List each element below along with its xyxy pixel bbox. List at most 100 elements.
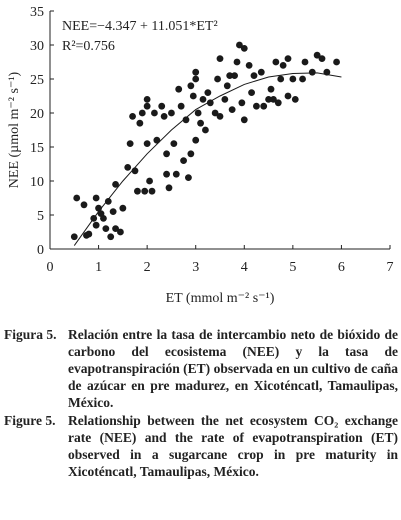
scatter-point — [301, 58, 309, 66]
scatter-point — [274, 99, 282, 107]
scatter-point — [153, 136, 161, 144]
annotation: R²=0.756 — [62, 39, 115, 54]
scatter-point — [192, 136, 200, 144]
scatter-point — [231, 72, 238, 79]
scatter-point — [119, 204, 127, 212]
scatter-point — [112, 181, 119, 188]
scatter-point — [151, 109, 158, 117]
scatter-point — [104, 198, 112, 205]
annotation: NEE=−4.347 + 11.051*ET² — [62, 19, 218, 34]
scatter-point — [289, 75, 297, 83]
y-tick-label: 10 — [30, 175, 44, 190]
scatter-point — [143, 140, 151, 148]
scatter-point — [291, 96, 299, 103]
scatter-point — [124, 164, 132, 171]
y-tick-label: 5 — [37, 209, 44, 224]
x-tick-label: 1 — [95, 260, 102, 275]
scatter-point — [138, 109, 146, 117]
scatter-point — [228, 106, 236, 113]
scatter-point — [146, 177, 153, 185]
scatter-point — [197, 119, 204, 127]
scatter-point — [73, 194, 81, 202]
scatter-point — [92, 221, 100, 229]
scatter-point — [192, 75, 200, 83]
y-tick-label: 25 — [30, 73, 44, 88]
caption-label: Figure 5. — [4, 413, 56, 428]
x-tick-label: 0 — [47, 260, 54, 275]
caption-label: Figura 5. — [4, 327, 57, 342]
x-tick-label: 4 — [241, 260, 248, 275]
x-axis-label: ET (mmol m⁻² s⁻¹) — [166, 291, 275, 306]
scatter-point — [221, 96, 229, 103]
x-tick-label: 3 — [192, 260, 199, 275]
scatter-point — [158, 102, 166, 110]
scatter-point — [194, 109, 202, 117]
scatter-point — [160, 113, 168, 120]
scatter-point — [240, 116, 248, 124]
scatter-point — [248, 89, 255, 96]
caption: Figura 5. Relación entre la tasa de inte… — [4, 326, 398, 411]
fit-curve — [73, 72, 342, 246]
scatter-point — [109, 208, 117, 216]
scatter-point — [170, 140, 178, 148]
scatter-point — [279, 62, 287, 69]
scatter-point — [240, 45, 248, 52]
scatter-point — [92, 194, 100, 202]
scatter-point — [238, 99, 246, 107]
scatter-point — [112, 225, 119, 233]
scatter-point — [313, 51, 321, 59]
scatter-point — [102, 225, 110, 233]
scatter-point — [192, 68, 200, 76]
scatter-point — [175, 85, 183, 93]
scatter-point — [136, 119, 144, 127]
scatter-point — [187, 82, 195, 90]
scatter-point — [177, 102, 185, 110]
scatter-point — [308, 68, 316, 76]
scatter-point — [117, 228, 124, 236]
caption: Figure 5. Relationship between the net e… — [4, 412, 398, 480]
scatter-point — [265, 96, 272, 103]
x-tick-label: 5 — [289, 260, 296, 275]
scatter-point — [299, 75, 306, 83]
scatter-point — [107, 233, 115, 241]
x-tick-label: 7 — [387, 260, 394, 275]
scatter-point — [223, 82, 231, 90]
y-tick-label: 20 — [30, 107, 44, 122]
scatter-point — [272, 58, 280, 66]
scatter-point — [141, 187, 149, 195]
scatter-point — [216, 113, 224, 120]
scatter-point — [187, 150, 195, 158]
scatter-point — [70, 233, 78, 241]
caption-text: Relación entre la tasa de intercambio ne… — [68, 327, 398, 410]
scatter-point — [216, 55, 224, 62]
scatter-point — [182, 116, 190, 124]
scatter-point — [129, 113, 136, 120]
scatter-point — [199, 96, 207, 103]
scatter-point — [148, 187, 156, 195]
y-tick-label: 15 — [30, 141, 44, 156]
scatter-point — [226, 72, 234, 79]
y-axis-label: NEE (µmol m⁻² s⁻¹) — [7, 71, 22, 188]
scatter-point — [233, 58, 241, 66]
scatter-point — [214, 75, 221, 83]
scatter-point — [284, 55, 292, 62]
scatter-point — [85, 230, 93, 238]
scatter-point — [180, 157, 187, 165]
y-tick-label: 30 — [30, 39, 44, 54]
scatter-point — [189, 92, 197, 100]
scatter-point — [333, 58, 340, 66]
caption-text: Relationship between the net ecosystem C… — [68, 413, 398, 479]
scatter-point — [163, 170, 170, 178]
scatter-point — [172, 170, 180, 178]
y-tick-label: 35 — [30, 5, 44, 20]
scatter-point — [143, 102, 151, 110]
scatter-point — [267, 85, 275, 93]
scatter-point — [250, 72, 258, 79]
scatter-point — [236, 41, 243, 49]
scatter-point — [202, 126, 209, 134]
y-tick-label: 0 — [37, 243, 44, 258]
scatter-point — [245, 62, 253, 69]
x-tick-label: 6 — [338, 260, 345, 275]
scatter-point — [80, 201, 88, 209]
